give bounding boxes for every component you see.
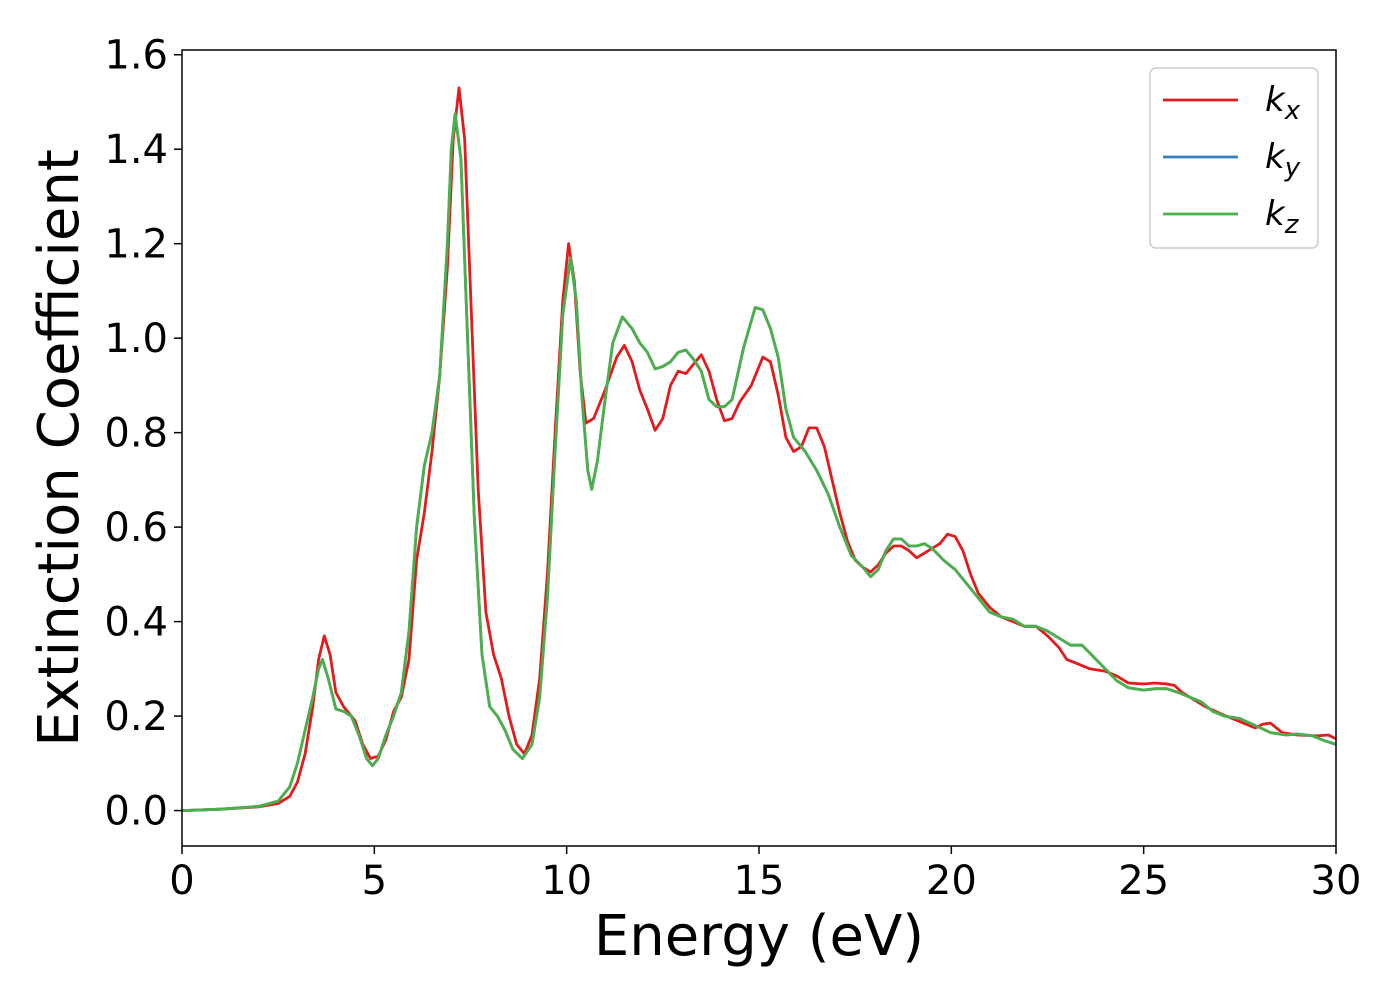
x-tick-label: 10: [541, 858, 592, 904]
series-line-z: [182, 112, 1336, 812]
y-tick-label: 1.2: [104, 222, 168, 268]
y-axis: 0.0 0.2 0.4 0.6 0.8 1.0 1.2 1.4 1.6: [104, 33, 182, 835]
legend-label-y: ky: [1265, 137, 1301, 183]
y-tick-label: 0.2: [104, 694, 168, 740]
x-axis-title: Energy (eV): [594, 904, 924, 969]
y-tick-label: 1.0: [104, 316, 168, 362]
y-tick-label: 1.4: [104, 127, 168, 173]
x-tick-label: 5: [362, 858, 387, 904]
y-tick-label: 0.6: [104, 505, 168, 551]
legend-label-z: kz: [1265, 194, 1300, 240]
y-tick-label: 0.0: [104, 789, 168, 835]
y-tick-label: 1.6: [104, 33, 168, 79]
x-tick-label: 30: [1311, 858, 1362, 904]
x-tick-label: 20: [926, 858, 977, 904]
x-tick-label: 0: [169, 858, 194, 904]
x-axis: 0 5 10 15 20 25 30: [169, 846, 1361, 904]
y-tick-label: 0.8: [104, 411, 168, 457]
x-tick-label: 15: [734, 858, 785, 904]
legend-label-x: kx: [1265, 80, 1301, 126]
y-tick-label: 0.4: [104, 600, 168, 646]
y-axis-title: Extinction Coefficient: [27, 149, 92, 747]
legend: kx ky kz: [1149, 67, 1319, 249]
series-line-x: [182, 86, 1336, 812]
x-tick-label: 25: [1118, 858, 1169, 904]
series-layer: [182, 86, 1336, 812]
